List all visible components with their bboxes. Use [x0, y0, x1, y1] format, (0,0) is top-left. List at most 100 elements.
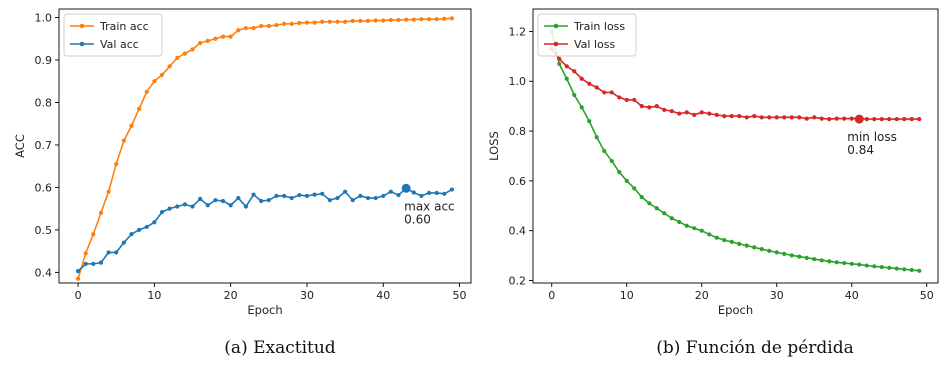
data-point — [434, 190, 439, 196]
annotation-label: max acc — [404, 199, 455, 213]
data-point — [572, 92, 577, 98]
data-point — [602, 90, 607, 95]
data-point — [350, 18, 355, 23]
data-point — [121, 240, 126, 245]
data-point — [587, 118, 592, 124]
data-point — [144, 89, 149, 94]
data-point — [91, 261, 96, 266]
data-point — [388, 189, 393, 194]
data-point — [91, 232, 96, 237]
data-point — [632, 97, 637, 103]
x-tick-label: 50 — [453, 289, 467, 302]
data-point — [819, 116, 824, 121]
data-point — [879, 264, 884, 270]
data-point — [684, 110, 689, 115]
data-point — [259, 23, 264, 29]
data-point — [744, 115, 749, 120]
data-point — [205, 203, 210, 208]
data-point — [411, 17, 416, 22]
legend: Train acc Val acc — [63, 13, 163, 57]
data-point — [684, 223, 689, 228]
data-point — [797, 115, 802, 120]
data-point — [106, 189, 111, 194]
data-point — [259, 198, 264, 204]
data-point — [327, 198, 332, 203]
y-tick-label: 0.2 — [509, 275, 527, 288]
data-point — [564, 64, 569, 69]
data-point — [609, 90, 614, 95]
data-point — [677, 219, 682, 225]
data-point — [320, 191, 325, 196]
data-point — [677, 111, 682, 116]
data-point — [373, 195, 378, 201]
data-point — [312, 20, 317, 25]
legend-label: Train loss — [573, 20, 625, 33]
data-point — [114, 250, 119, 255]
data-point — [662, 107, 667, 112]
data-point — [137, 227, 142, 232]
data-point — [624, 97, 629, 103]
data-point — [83, 251, 88, 256]
x-axis-label: Epoch — [718, 303, 753, 317]
data-point — [228, 203, 233, 208]
data-point — [381, 18, 386, 23]
data-point — [404, 17, 409, 22]
data-point — [182, 202, 187, 207]
data-point — [388, 17, 393, 23]
data-point — [129, 123, 134, 128]
data-point — [639, 104, 644, 109]
data-point — [767, 115, 772, 120]
data-point — [304, 193, 310, 199]
y-axis-label: ACC — [13, 134, 27, 158]
legend-marker — [553, 23, 559, 29]
data-point — [251, 192, 256, 197]
data-point — [281, 21, 287, 26]
data-point — [449, 16, 455, 21]
y-tick-label: 0.6 — [35, 181, 53, 194]
data-point — [887, 116, 892, 122]
data-point — [426, 190, 432, 196]
data-point — [228, 34, 233, 39]
x-tick-label: 0 — [75, 289, 82, 302]
data-point — [692, 112, 697, 117]
data-point — [834, 260, 839, 265]
data-point — [662, 211, 667, 216]
data-point — [358, 193, 363, 199]
data-point — [449, 187, 455, 192]
data-point — [182, 51, 187, 56]
data-point — [358, 18, 363, 23]
data-point — [381, 193, 386, 199]
legend-marker — [79, 23, 85, 29]
data-point — [220, 34, 226, 39]
data-point — [411, 190, 416, 195]
data-point — [894, 116, 899, 122]
data-point — [557, 56, 562, 61]
data-point — [98, 210, 104, 216]
data-point — [144, 224, 149, 230]
caption-b: (b) Función de pérdida — [656, 338, 854, 358]
data-point — [274, 23, 279, 28]
data-point — [190, 204, 195, 209]
caption-a: (a) Exactitud — [224, 338, 336, 358]
x-tick-label: 0 — [548, 289, 555, 302]
data-point — [654, 206, 659, 211]
x-tick-label: 10 — [147, 289, 161, 302]
y-tick-label: 1.0 — [35, 11, 53, 24]
data-point — [198, 40, 203, 46]
data-point — [312, 192, 317, 197]
data-point — [617, 170, 622, 175]
data-point — [75, 276, 81, 281]
data-point — [281, 193, 287, 199]
data-point — [365, 18, 371, 23]
legend-label: Val acc — [100, 38, 139, 51]
data-point — [909, 116, 914, 122]
data-point — [129, 232, 134, 237]
data-point — [213, 36, 218, 41]
legend-label: Val loss — [574, 38, 615, 51]
data-point — [236, 28, 241, 33]
data-point — [812, 115, 817, 120]
data-point — [251, 26, 256, 31]
data-point — [220, 198, 226, 204]
data-point — [767, 248, 772, 253]
